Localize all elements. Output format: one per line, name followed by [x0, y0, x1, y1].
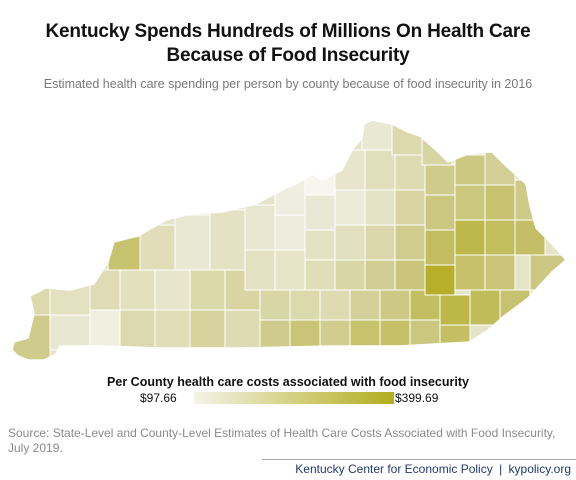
- footer-separator: |: [499, 462, 503, 476]
- kentucky-county-map: [0, 110, 576, 370]
- state-outline: [11, 119, 568, 361]
- legend-max-label: $399.69: [395, 391, 439, 405]
- legend-min-label: $97.66: [140, 391, 177, 405]
- chart-title-line1: Kentucky Spends Hundreds of Millions On …: [45, 21, 531, 42]
- legend-title: Per County health care costs associated …: [107, 375, 469, 389]
- chart-subtitle: Estimated health care spending per perso…: [43, 77, 533, 91]
- legend-color-ramp: [194, 392, 394, 404]
- footer-site-link[interactable]: kypolicy.org: [508, 462, 571, 476]
- kentucky-map-svg: [11, 119, 568, 361]
- chart-title: Kentucky Spends Hundreds of Millions On …: [0, 20, 576, 68]
- footer-divider: [262, 459, 576, 460]
- chart-title-line2: Because of Food Insecurity: [166, 45, 410, 66]
- county-tiles: [12, 120, 566, 360]
- footer-org: Kentucky Center for Economic Policy: [295, 462, 493, 476]
- footer-credit: Kentucky Center for Economic Policy | ky…: [295, 462, 571, 476]
- source-note: Source: State-Level and County-Level Est…: [8, 426, 556, 455]
